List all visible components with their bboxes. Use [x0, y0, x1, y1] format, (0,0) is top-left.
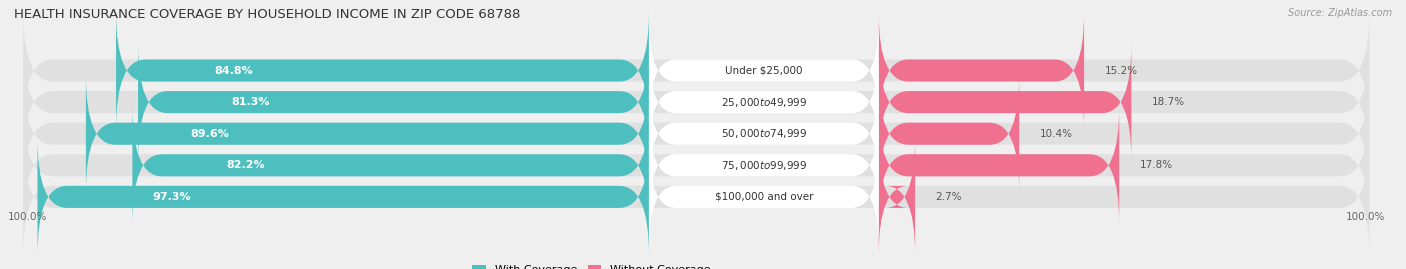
- FancyBboxPatch shape: [24, 44, 1369, 161]
- FancyBboxPatch shape: [650, 18, 879, 123]
- Text: 18.7%: 18.7%: [1152, 97, 1185, 107]
- Legend: With Coverage, Without Coverage: With Coverage, Without Coverage: [472, 265, 711, 269]
- FancyBboxPatch shape: [879, 75, 1019, 192]
- Text: 89.6%: 89.6%: [190, 129, 229, 139]
- Text: 81.3%: 81.3%: [231, 97, 270, 107]
- FancyBboxPatch shape: [879, 12, 1084, 129]
- FancyBboxPatch shape: [879, 44, 1132, 161]
- Text: 17.8%: 17.8%: [1139, 160, 1173, 170]
- FancyBboxPatch shape: [650, 145, 879, 249]
- Text: 97.3%: 97.3%: [153, 192, 191, 202]
- Text: 82.2%: 82.2%: [226, 160, 266, 170]
- FancyBboxPatch shape: [879, 139, 915, 255]
- Text: Under $25,000: Under $25,000: [725, 66, 803, 76]
- FancyBboxPatch shape: [138, 44, 650, 161]
- Text: 100.0%: 100.0%: [1346, 213, 1385, 222]
- FancyBboxPatch shape: [650, 50, 879, 154]
- Text: 10.4%: 10.4%: [1039, 129, 1073, 139]
- FancyBboxPatch shape: [86, 75, 650, 192]
- FancyBboxPatch shape: [38, 139, 650, 255]
- FancyBboxPatch shape: [650, 82, 879, 186]
- FancyBboxPatch shape: [24, 12, 1369, 129]
- FancyBboxPatch shape: [117, 12, 650, 129]
- FancyBboxPatch shape: [650, 113, 879, 217]
- Text: $75,000 to $99,999: $75,000 to $99,999: [721, 159, 807, 172]
- Text: $100,000 and over: $100,000 and over: [714, 192, 813, 202]
- FancyBboxPatch shape: [132, 107, 650, 224]
- Text: $50,000 to $74,999: $50,000 to $74,999: [721, 127, 807, 140]
- FancyBboxPatch shape: [879, 107, 1119, 224]
- Text: $25,000 to $49,999: $25,000 to $49,999: [721, 95, 807, 109]
- FancyBboxPatch shape: [24, 139, 1369, 255]
- Text: 100.0%: 100.0%: [7, 213, 46, 222]
- Text: 15.2%: 15.2%: [1104, 66, 1137, 76]
- Text: HEALTH INSURANCE COVERAGE BY HOUSEHOLD INCOME IN ZIP CODE 68788: HEALTH INSURANCE COVERAGE BY HOUSEHOLD I…: [14, 8, 520, 21]
- FancyBboxPatch shape: [24, 75, 1369, 192]
- Text: 2.7%: 2.7%: [935, 192, 962, 202]
- Text: Source: ZipAtlas.com: Source: ZipAtlas.com: [1288, 8, 1392, 18]
- Text: 84.8%: 84.8%: [214, 66, 253, 76]
- FancyBboxPatch shape: [24, 107, 1369, 224]
